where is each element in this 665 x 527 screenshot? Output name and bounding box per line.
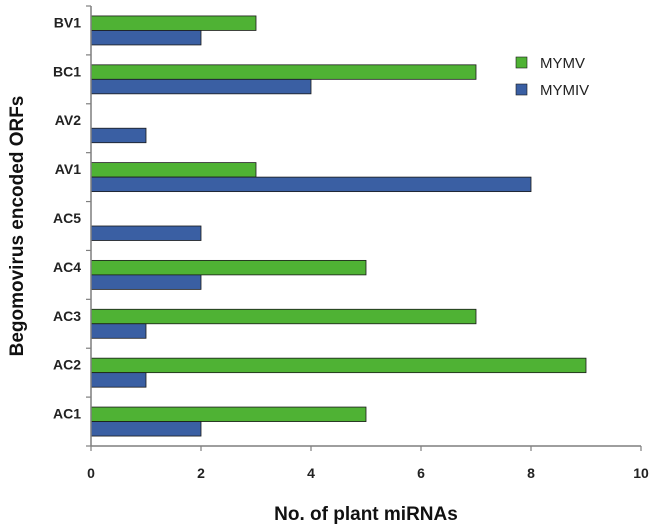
x-tick-label: 4: [307, 465, 315, 481]
bar-mymiv-ac3: [90, 323, 147, 339]
bar-mymv-av1: [90, 162, 257, 178]
bar-mymiv-ac1: [90, 421, 202, 437]
bar-mymiv-av2: [90, 127, 147, 144]
bar-mymiv-ac4: [90, 274, 202, 290]
bar-mymiv-ac2: [90, 372, 147, 388]
bar-mymiv-av1: [90, 176, 532, 193]
legend-label-mymiv: MYMIV: [540, 82, 589, 99]
y-axis-ticks: AC1 AC2 AC3 AC4 AC5 AV1 AV2 BC1 BV1: [53, 5, 91, 447]
y-tick-label-ac2: AC2: [53, 357, 81, 373]
y-axis-title: Begomovirus encoded ORFs: [7, 96, 28, 357]
bar-mymiv-bc1: [90, 78, 312, 95]
bar-mymv-ac3: [90, 308, 477, 325]
x-tick-label: 10: [633, 465, 649, 481]
bars: [90, 15, 587, 437]
bar-mymv-bv1: [90, 15, 257, 31]
y-tick-label-bc1: BC1: [53, 63, 81, 79]
bar-mymiv-ac5: [90, 225, 202, 241]
legend: MYMV MYMIV: [515, 55, 589, 99]
bar-mymiv-bv1: [90, 30, 202, 46]
y-tick-label-av1: AV1: [55, 161, 81, 177]
x-axis-title: No. of plant miRNAs: [274, 504, 458, 525]
x-axis-ticks: 0 2 4 6 8 10: [87, 446, 649, 481]
x-tick-label: 0: [87, 465, 95, 481]
bar-mymv-ac1: [90, 406, 367, 422]
y-tick-label-ac5: AC5: [53, 210, 81, 226]
x-tick-label: 2: [197, 465, 205, 481]
y-tick-label-ac3: AC3: [53, 308, 81, 324]
y-tick-label-ac1: AC1: [53, 406, 81, 422]
bar-mymv-ac2: [90, 357, 587, 374]
x-tick-label: 6: [417, 465, 425, 481]
y-tick-label-av2: AV2: [55, 112, 81, 128]
legend-swatch-mymv: [515, 56, 528, 69]
bar-mymv-bc1: [90, 64, 477, 80]
legend-swatch-mymiv: [515, 83, 528, 96]
y-tick-label-ac4: AC4: [53, 259, 81, 275]
x-tick-label: 8: [527, 465, 535, 481]
bar-mymv-ac4: [90, 259, 367, 276]
legend-label-mymv: MYMV: [540, 55, 585, 72]
y-tick-label-bv1: BV1: [54, 14, 81, 30]
